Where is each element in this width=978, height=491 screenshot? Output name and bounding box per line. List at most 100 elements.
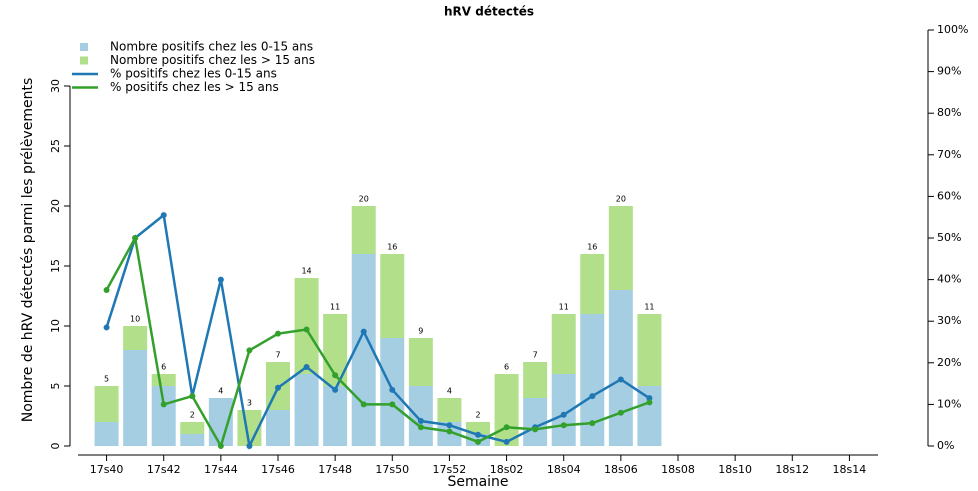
- bar-segment: [380, 254, 405, 338]
- bar-segment: [180, 422, 205, 434]
- line-point: [417, 418, 424, 425]
- x-tick-label: 17s52: [433, 463, 467, 476]
- line-point: [560, 411, 567, 418]
- bar-segment: [637, 386, 662, 446]
- legend-label: % positifs chez les 0-15 ans: [110, 67, 277, 81]
- bar-total-label: 16: [587, 243, 597, 252]
- bar-total-label: 11: [330, 303, 340, 312]
- bar-segment: [408, 386, 433, 446]
- line-point: [103, 287, 110, 293]
- bar-total-label: 5: [104, 375, 109, 384]
- line-point: [475, 438, 481, 445]
- x-tick-label: 18s08: [661, 463, 695, 476]
- y2-tick-label: 100%: [937, 23, 968, 36]
- line-point: [589, 393, 596, 400]
- bar-segment: [323, 386, 348, 446]
- legend-label: Nombre positifs chez les 0-15 ans: [110, 40, 313, 54]
- bar-segment: [608, 290, 633, 446]
- line-point: [160, 401, 167, 408]
- x-tick-label: 17s50: [375, 463, 409, 476]
- x-tick-label: 18s10: [718, 463, 752, 476]
- line-point: [617, 409, 624, 416]
- bar-segment: [608, 206, 633, 290]
- line-point: [446, 422, 453, 429]
- x-tick-label: 18s02: [490, 463, 524, 476]
- bar-total-label: 11: [644, 303, 654, 312]
- bar-segment: [123, 326, 148, 350]
- y2-tick-label: 80%: [937, 106, 961, 119]
- y2-tick-label: 60%: [937, 189, 961, 202]
- line-point: [217, 443, 224, 449]
- bar-total-label: 11: [559, 303, 569, 312]
- bar-total-label: 6: [504, 363, 509, 372]
- y-tick-label: 0: [49, 443, 62, 450]
- x-tick-label: 18s12: [775, 463, 809, 476]
- line-point: [503, 424, 510, 431]
- line-point: [275, 330, 281, 337]
- bar-segment: [180, 434, 205, 446]
- x-axis-label: Semaine: [447, 474, 508, 490]
- bar-segment: [551, 314, 576, 374]
- line-point: [332, 386, 339, 393]
- bar-total-label: 3: [247, 399, 252, 408]
- line-point: [132, 235, 139, 241]
- bar-total-label: 7: [275, 351, 280, 360]
- line-point: [246, 443, 253, 449]
- bar-total-label: 9: [418, 327, 423, 336]
- line-point: [446, 428, 453, 435]
- x-tick-label: 18s04: [547, 463, 581, 476]
- legend-swatch: [80, 43, 88, 51]
- x-tick-label: 17s46: [261, 463, 295, 476]
- bar-total-label: 20: [359, 195, 369, 204]
- legend-label: % positifs chez les > 15 ans: [110, 80, 279, 94]
- y2-tick-label: 70%: [937, 148, 961, 161]
- line-point: [389, 401, 396, 408]
- y2-tick-label: 20%: [937, 356, 961, 369]
- y-axis-label: Nombre de hRV détectés parmi les prélève…: [20, 78, 36, 423]
- line: [105, 234, 650, 450]
- y2-tick-label: 40%: [937, 273, 961, 286]
- y2-tick-label: 0%: [937, 439, 954, 452]
- bar-total-label: 4: [218, 387, 223, 396]
- line-point: [589, 420, 596, 427]
- bar-segment: [151, 386, 176, 446]
- y-tick-label: 25: [49, 139, 62, 153]
- x-tick-label: 18s06: [604, 463, 638, 476]
- line-point: [303, 363, 310, 370]
- bar-total-label: 4: [447, 387, 452, 396]
- y-tick-label: 5: [49, 383, 62, 390]
- legend-swatch: [80, 56, 88, 65]
- line-point: [560, 422, 567, 429]
- line-point: [646, 399, 653, 406]
- bar-segment: [580, 254, 605, 314]
- legend-label: Nombre positifs chez les > 15 ans: [110, 53, 315, 67]
- line-point: [475, 431, 481, 438]
- bar-total-label: 7: [533, 351, 538, 360]
- line-point: [303, 326, 310, 333]
- x-tick-label: 17s40: [90, 463, 124, 476]
- bar-segment: [523, 362, 548, 398]
- y2-tick-label: 30%: [937, 314, 961, 327]
- line-point: [503, 438, 510, 445]
- bar-segment: [580, 314, 605, 446]
- y-tick-label: 10: [49, 319, 62, 333]
- bar-segment: [351, 206, 376, 254]
- bar-segment: [437, 398, 462, 422]
- bar-segment: [151, 374, 176, 386]
- x-tick-label: 17s48: [318, 463, 352, 476]
- line-point: [246, 347, 253, 354]
- x-tick-label: 17s44: [204, 463, 238, 476]
- line-point: [360, 328, 367, 335]
- bar-segment: [266, 410, 290, 446]
- x-tick-label: 18s14: [833, 463, 867, 476]
- bar-total-label: 6: [161, 363, 166, 372]
- line: [105, 212, 651, 451]
- x-tick-label: 17s42: [147, 463, 181, 476]
- bar-total-label: 10: [130, 315, 140, 324]
- bar-segment: [523, 398, 548, 446]
- bar-segment: [637, 314, 662, 386]
- line-point: [332, 372, 339, 379]
- bar-segment: [123, 350, 148, 446]
- bar-segment: [494, 374, 519, 446]
